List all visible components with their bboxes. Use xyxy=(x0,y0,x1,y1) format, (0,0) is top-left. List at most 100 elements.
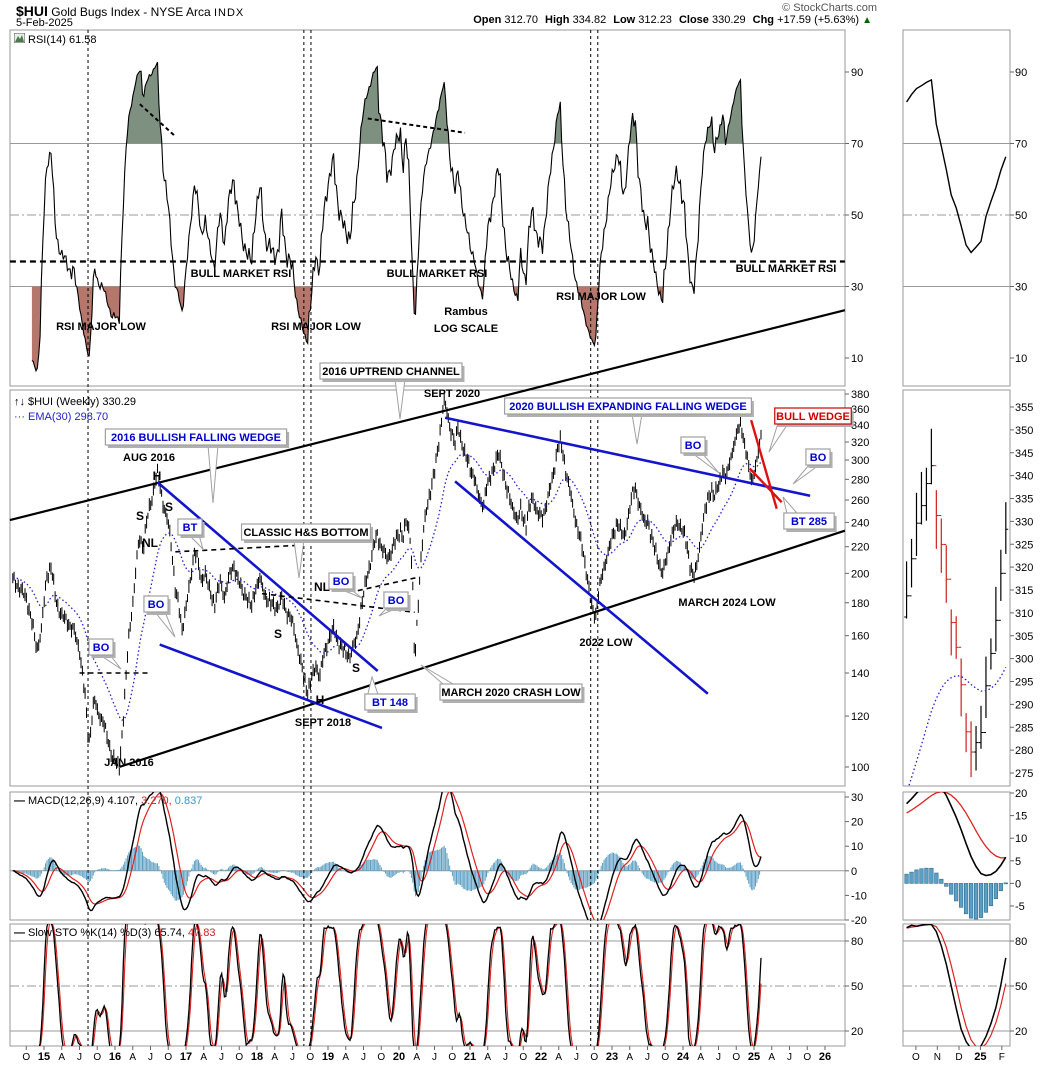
price-legend: ↑↓ $HUI (Weekly) 330.29 xyxy=(14,396,136,408)
annotation-label: RSI MAJOR LOW xyxy=(556,291,646,303)
x-axis-label: 21 xyxy=(464,1051,476,1063)
x-axis-label: O xyxy=(235,1052,243,1063)
box-frame xyxy=(805,448,831,466)
trendline-hs-bottom-neckline-2 xyxy=(357,576,417,592)
up-arrow-icon: ▲ xyxy=(862,15,872,26)
axis-label: 350 xyxy=(1015,425,1033,437)
annotation-box-text: BO xyxy=(93,642,110,654)
trendline-2016-uptrend-channel-top xyxy=(9,309,846,522)
annotation-label: SEPT 2020 xyxy=(424,388,480,400)
axis-label: 240 xyxy=(851,517,869,529)
mini-macd-hist-bar xyxy=(1003,882,1008,885)
axis-label: 20 xyxy=(851,817,863,829)
axis-label: 30 xyxy=(1015,282,1027,294)
area-chart-icon xyxy=(13,32,26,46)
mini-macd-hist-bar xyxy=(978,883,984,918)
x-axis-label: O xyxy=(93,1052,101,1063)
x-axis-label: A xyxy=(271,1052,278,1063)
high-value: 334.82 xyxy=(572,14,607,26)
chg-value: +17.59 (+5.63%) xyxy=(777,14,860,26)
x-axis-label: A xyxy=(697,1052,704,1063)
mini-macd-hist-bar xyxy=(993,883,998,900)
annotation-box: BO xyxy=(328,572,363,599)
axis-label: 80 xyxy=(851,936,863,948)
x-axis-label: O xyxy=(661,1052,669,1063)
annotation-box-text: BO xyxy=(148,599,165,611)
mini-macd-hist-bar xyxy=(973,883,979,920)
axis-label: 360 xyxy=(851,404,869,416)
axis-label: 220 xyxy=(851,542,869,554)
bars-icon: ↑↓ xyxy=(14,396,25,408)
trendline-2016-falling-wedge-upper xyxy=(156,481,379,672)
mini-sto-panel xyxy=(902,923,1011,1047)
sto-d-line xyxy=(39,924,762,1046)
axis-label: 340 xyxy=(1015,471,1033,483)
annotation-box: BT xyxy=(177,518,205,551)
axis-label: 70 xyxy=(851,139,863,151)
x-axis-label: A xyxy=(58,1052,65,1063)
high-label: High xyxy=(545,14,570,26)
stockcharts-credit: © StockCharts.com xyxy=(782,2,877,14)
trendline-bull-wedge-lower xyxy=(748,467,783,504)
annotation-box-text: BO xyxy=(810,452,827,464)
mini-macd-line xyxy=(906,792,1007,877)
x-axis: O 15 A J O 16 A J O 17 A J O 18 A J O 19 A J O 20 A J O 21 A J O 22 A J… xyxy=(22,1046,1005,1063)
rsi-legend: RSI(14) 61.58 xyxy=(13,32,96,46)
mini-macd-hist-bar xyxy=(924,867,929,884)
annotation-box-text: 2016 BULLISH FALLING WEDGE xyxy=(111,432,281,444)
axis-label: 50 xyxy=(1015,981,1027,993)
annotation-box: 2016 BULLISH FALLING WEDGE xyxy=(104,428,290,504)
line-icon: — xyxy=(14,795,25,807)
macd-legend: — MACD(12,26,9) 4.107, 3.270, 0.837 xyxy=(14,795,202,807)
annotation-label: MARCH 2024 LOW xyxy=(678,597,776,609)
sto-k-line xyxy=(34,924,762,1046)
axis-label: 325 xyxy=(1015,539,1033,551)
axis-label: 30 xyxy=(851,282,863,294)
mini-macd-hist-bar xyxy=(944,883,949,887)
annotation-box: BULL WEDGE xyxy=(768,407,854,453)
rsi-panel xyxy=(9,29,846,387)
mini-macd-hist-bar xyxy=(919,868,924,884)
annotation-box-text: BO xyxy=(388,595,405,607)
axis-label: 50 xyxy=(851,981,863,993)
x-axis-label: A xyxy=(200,1052,207,1063)
annotation-label: S xyxy=(352,661,360,675)
sto-legend: — Slow STO %K(14) %D(3) 65.74, 47.83 xyxy=(14,927,216,939)
annotation-label: H xyxy=(153,469,162,483)
x-axis-label: J xyxy=(219,1052,224,1063)
axis-label: 10 xyxy=(851,841,863,853)
symbol-name: Gold Bugs Index - NYSE Arca xyxy=(47,5,214,19)
axis-label: 330 xyxy=(1015,516,1033,528)
mini-macd-hist-bar xyxy=(959,883,964,908)
x-axis-label: O xyxy=(448,1052,456,1063)
box-frame xyxy=(177,518,203,536)
annotation-label: S xyxy=(136,509,144,523)
price-bars xyxy=(12,393,762,776)
close-label: Close xyxy=(678,14,709,26)
axis-label: 90 xyxy=(851,67,863,79)
mini-rsi-series xyxy=(906,78,1007,254)
open-label: Open xyxy=(473,14,502,26)
x-axis-label: J xyxy=(787,1052,792,1063)
annotation-label: RSI MAJOR LOW xyxy=(271,321,361,333)
x-axis-label: O xyxy=(803,1052,811,1063)
trendline-2016-falling-wedge-lower xyxy=(159,643,383,730)
x-axis-label: J xyxy=(361,1052,366,1063)
axis-label: 345 xyxy=(1015,448,1033,460)
box-frame xyxy=(783,512,835,530)
x-axis-label: A xyxy=(342,1052,349,1063)
box-frame xyxy=(680,436,706,454)
annotation-box-text: BO xyxy=(333,576,350,588)
axis-label: 280 xyxy=(851,474,869,486)
chart-date: 5-Feb-2025 xyxy=(16,17,73,29)
sto-k-value: 65.74, xyxy=(154,927,185,939)
macd-line xyxy=(12,792,762,920)
annotation-label: NL xyxy=(314,580,330,594)
x-axis-label: O xyxy=(732,1052,740,1063)
annotation-label: BULL MARKET RSI xyxy=(191,268,292,280)
sto-panel xyxy=(9,923,846,1047)
axis-label: 90 xyxy=(1015,67,1027,79)
mini-macd-hist-bar xyxy=(968,883,974,919)
axis-label: -20 xyxy=(851,915,867,927)
axis-label: 0 xyxy=(851,866,857,878)
